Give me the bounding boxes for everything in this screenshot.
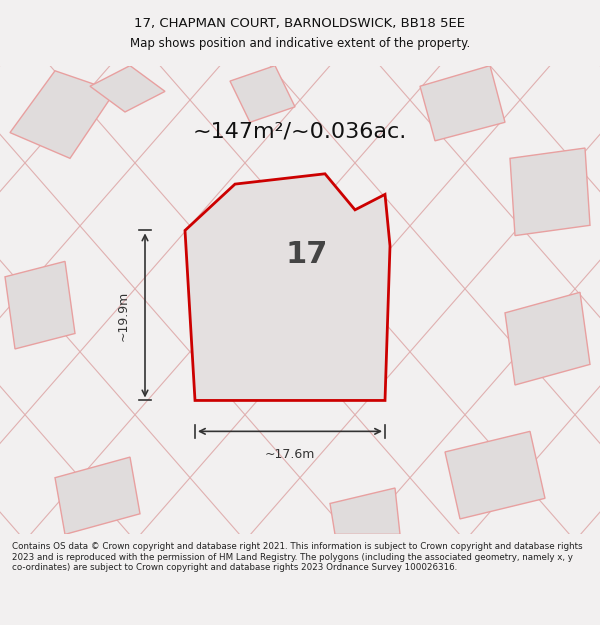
Text: ~147m²/~0.036ac.: ~147m²/~0.036ac. [193,121,407,141]
Polygon shape [185,174,390,401]
Polygon shape [230,66,295,122]
Polygon shape [90,66,165,112]
Polygon shape [5,261,75,349]
Text: 17, CHAPMAN COURT, BARNOLDSWICK, BB18 5EE: 17, CHAPMAN COURT, BARNOLDSWICK, BB18 5E… [134,18,466,30]
Text: Contains OS data © Crown copyright and database right 2021. This information is : Contains OS data © Crown copyright and d… [12,542,583,572]
Polygon shape [10,71,115,158]
Polygon shape [330,488,400,534]
Text: 17: 17 [286,241,328,269]
Polygon shape [55,457,140,534]
Polygon shape [420,66,505,141]
Polygon shape [445,431,545,519]
Polygon shape [510,148,590,236]
Text: ~17.6m: ~17.6m [265,448,315,461]
Text: Map shows position and indicative extent of the property.: Map shows position and indicative extent… [130,38,470,50]
Polygon shape [505,292,590,385]
Text: ~19.9m: ~19.9m [116,291,130,341]
